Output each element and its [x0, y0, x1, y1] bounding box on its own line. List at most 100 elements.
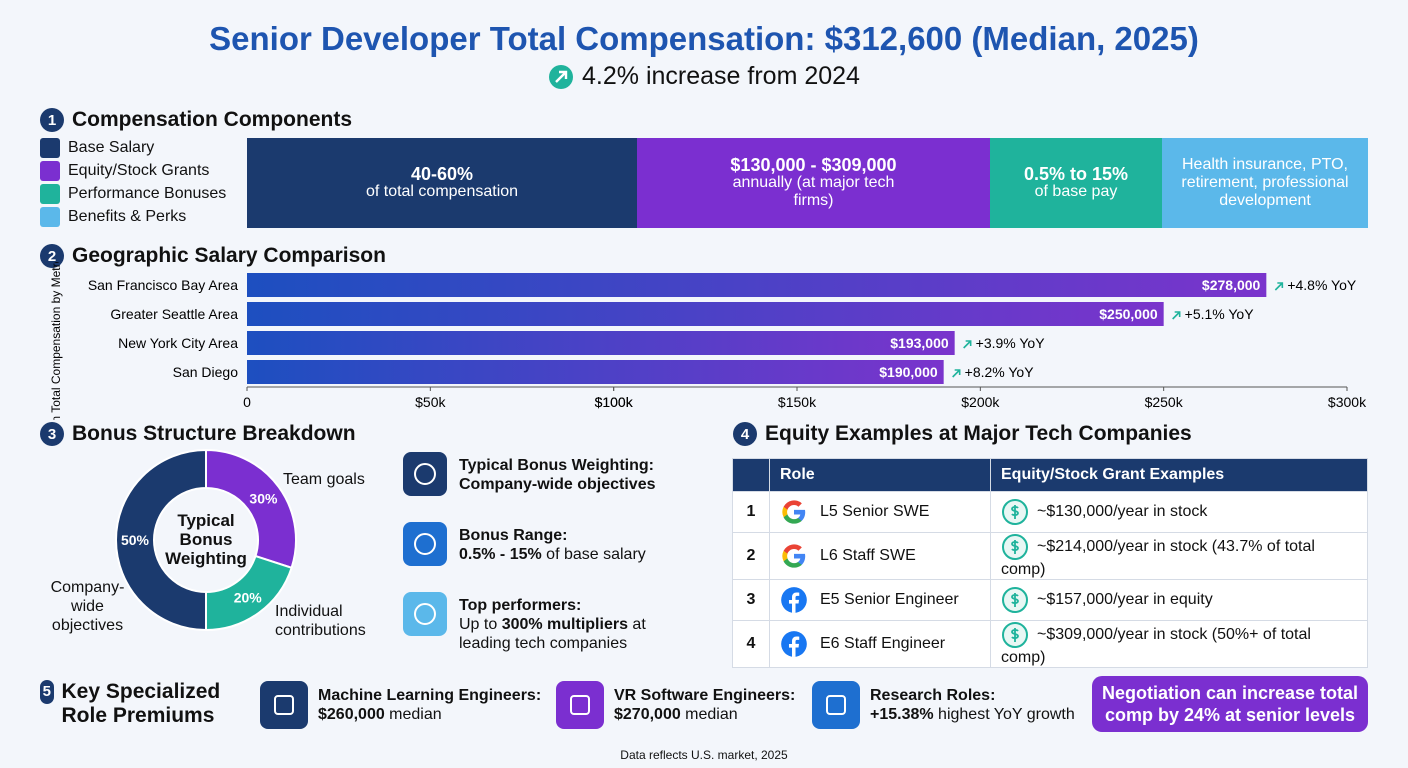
yoy-label: +4.8% YoY — [1287, 277, 1357, 293]
bonus-text-part: 300% multipliers — [501, 616, 628, 633]
premium-text: Machine Learning Engineers: $260,000 medi… — [318, 686, 541, 724]
yoy-arrow — [1274, 282, 1284, 291]
premium-item: Research Roles: +15.38% highest YoY growt… — [812, 681, 1075, 729]
icon-shape — [274, 695, 294, 715]
company-logo — [780, 630, 808, 658]
legend-label: Base Salary — [68, 139, 155, 156]
section-heading: 3 Bonus Structure Breakdown — [40, 422, 356, 446]
category-label: Greater Seattle Area — [110, 306, 238, 322]
icon — [826, 695, 846, 715]
logo — [781, 587, 807, 613]
card-sub: annually (at major tech firms) — [732, 174, 895, 209]
heading: Key Specialized Role Premiums — [61, 680, 221, 727]
equity: ~$214,000/year in stock (43.7% of total … — [1001, 538, 1315, 578]
heading: Equity Examples at Major Tech Companies — [765, 422, 1192, 445]
premium-item: VR Software Engineers: $270,000 median — [556, 681, 795, 729]
legend-item: Performance Bonuses — [40, 184, 226, 204]
bar — [247, 360, 944, 384]
premium-item: Machine Learning Engineers: $260,000 medi… — [260, 681, 541, 729]
equity: ~$130,000/year in stock — [1037, 503, 1208, 521]
premium-value: +15.38% — [870, 706, 934, 723]
bonus-item: Typical Bonus Weighting: Company-wide obj… — [403, 452, 703, 496]
card-sub: of base pay — [1034, 183, 1118, 200]
dollar-icon — [1002, 622, 1028, 648]
company-logo — [780, 498, 808, 526]
legend-item: Benefits & Perks — [40, 207, 186, 227]
legend-label: Benefits & Perks — [68, 208, 187, 225]
equity-cell: ~$214,000/year in stock (43.7% of total … — [990, 532, 1368, 580]
icon-shape — [570, 695, 590, 715]
category-label: New York City Area — [118, 335, 238, 351]
table-row: 2 L6 Staff SWE ~$214,000/year in stock (43… — [732, 532, 1368, 580]
donut-chart: 30% 20% 50% — [115, 448, 297, 632]
bonus-text-part: Bonus Range: — [459, 527, 568, 544]
icon-shape — [414, 533, 436, 555]
bonus-line: Up to 300% multipliers at — [459, 615, 646, 634]
premium-text: VR Software Engineers: $270,000 median — [614, 686, 795, 724]
x-tick-label: $100k — [595, 394, 634, 410]
role: L5 Senior SWE — [820, 503, 930, 521]
role-cell: L5 Senior SWE — [769, 491, 991, 533]
bonus-text: Typical Bonus Weighting: Company-wide obj… — [459, 452, 656, 496]
equity-table: Role Equity/Stock Grant Examples 1 L5 Senio… — [732, 458, 1368, 668]
row-number: 2 — [732, 532, 770, 580]
bonus-line: leading tech companies — [459, 634, 646, 653]
x-tick-label: $150k — [778, 394, 817, 410]
section-heading: 2 Geographic Salary Comparison — [40, 244, 386, 268]
dollar-icon — [1002, 587, 1028, 613]
value-label: $250,000 — [1099, 306, 1158, 322]
card-sub: of total compensation — [365, 183, 519, 200]
premium-value: $260,000 — [318, 706, 385, 723]
component-card: 40-60% of total compensation — [247, 138, 637, 228]
bonus-text: Bonus Range: 0.5% - 15% of base salary — [459, 522, 646, 566]
callout: Negotiation can increase total comp by 2… — [1092, 676, 1368, 732]
icon — [414, 533, 436, 555]
section-heading: 1 Compensation Components — [40, 108, 352, 132]
bonus-text-part: 0.5% - 15% — [459, 546, 542, 563]
slice-value-label: 20% — [234, 589, 263, 605]
slice-value-label: 30% — [249, 490, 278, 506]
role-cell: E6 Staff Engineer — [769, 620, 991, 668]
subtitle-row: 4.2% increase from 2024 — [0, 62, 1408, 91]
header-cell — [732, 458, 770, 492]
card-main: 40-60% — [410, 164, 474, 184]
icon-shape — [414, 463, 436, 485]
legend-swatch — [40, 161, 60, 181]
role: E6 Staff Engineer — [820, 635, 946, 653]
x-tick-label: $250k — [1145, 394, 1184, 410]
bonus-text-part: Typical Bonus Weighting: — [459, 457, 654, 474]
x-tick-label: $50k — [415, 394, 446, 410]
icon — [414, 463, 436, 485]
icon-shape — [1011, 628, 1019, 642]
title: Senior Developer Total Compensation: $31… — [209, 20, 1199, 57]
logo — [781, 631, 807, 657]
bonus-icon — [403, 452, 447, 496]
table-row: 3 E5 Senior Engineer ~$157,000/year in equ… — [732, 579, 1368, 621]
equity-cell: ~$309,000/year in stock (50%+ of total c… — [990, 620, 1368, 668]
premium-line: $260,000 median — [318, 705, 541, 724]
subtitle: 4.2% increase from 2024 — [582, 62, 860, 90]
dollar-icon — [1002, 534, 1028, 560]
component-card: Health insurance, PTO, retirement, profe… — [1162, 138, 1368, 228]
premium-value: $270,000 — [614, 706, 681, 723]
company-logo — [780, 586, 808, 614]
x-tick-label: $200k — [961, 394, 1000, 410]
icon — [274, 695, 294, 715]
role-cell: E5 Senior Engineer — [769, 579, 991, 621]
premium-title: Research Roles: — [870, 687, 996, 704]
section-number: 3 — [40, 422, 64, 446]
card-main: 0.5% to 15% — [1023, 164, 1129, 184]
slice-label: Team goals — [283, 471, 365, 488]
logo — [782, 500, 805, 523]
x-tick-label: 0 — [243, 394, 251, 410]
bar — [247, 302, 1164, 326]
section-heading: 5 Key Specialized Role Premiums — [40, 680, 240, 728]
section-number: 5 — [40, 680, 54, 704]
equity: ~$309,000/year in stock (50%+ of total c… — [1001, 626, 1311, 666]
yoy-label: +3.9% YoY — [976, 335, 1046, 351]
donut-slice — [205, 448, 297, 570]
bonus-line: Top performers: — [459, 596, 646, 615]
category-label: San Francisco Bay Area — [88, 277, 238, 293]
equity-cell: ~$130,000/year in stock — [990, 491, 1368, 533]
